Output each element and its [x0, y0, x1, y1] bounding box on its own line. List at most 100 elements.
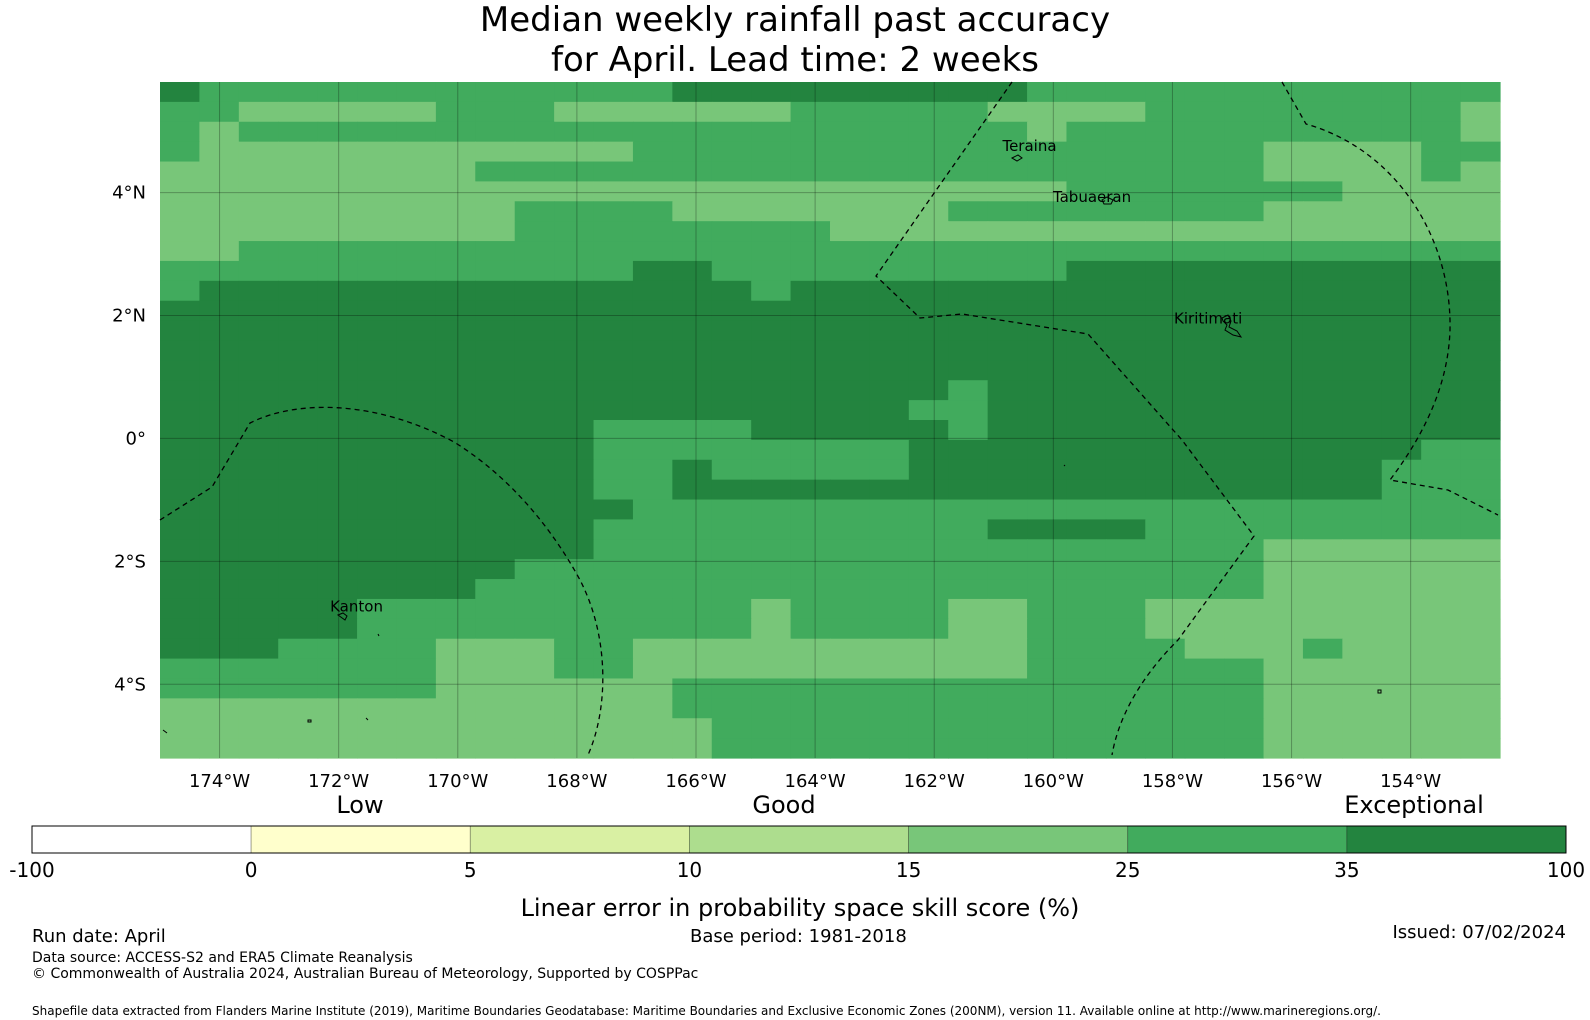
- skill-cell: [830, 280, 871, 302]
- skill-cell: [1381, 559, 1422, 580]
- skill-cell: [1263, 698, 1304, 719]
- skill-cell: [1224, 241, 1265, 262]
- skill-cell: [1263, 280, 1304, 302]
- skill-cell: [908, 499, 949, 521]
- skill-cell: [869, 658, 910, 680]
- skill-cell: [1302, 678, 1343, 699]
- skill-cell: [987, 340, 1028, 361]
- skill-cell: [987, 121, 1028, 143]
- skill-cell: [1421, 141, 1462, 163]
- skill-cell: [514, 101, 555, 123]
- skill-cell: [160, 420, 201, 441]
- eez-boundary-line-islands-east: [1281, 81, 1499, 516]
- skill-cell: [160, 459, 201, 481]
- skill-cell: [317, 539, 358, 560]
- skill-cell: [908, 559, 949, 580]
- skill-cell: [987, 241, 1028, 262]
- skill-cell: [1027, 738, 1068, 759]
- skill-cell: [1027, 161, 1068, 183]
- skill-cell: [632, 260, 673, 282]
- skill-cell: [514, 360, 555, 381]
- skill-cell: [593, 718, 634, 739]
- skill-cell: [1184, 439, 1225, 461]
- skill-cell: [278, 678, 319, 699]
- skill-cell: [396, 400, 437, 421]
- skill-cell: [869, 141, 910, 163]
- skill-cell: [790, 340, 831, 361]
- skill-cell: [908, 658, 949, 680]
- skill-cell: [199, 499, 240, 521]
- skill-cell: [987, 300, 1028, 322]
- skill-cell: [908, 141, 949, 163]
- skill-cell: [238, 141, 279, 163]
- skill-cell: [396, 738, 437, 759]
- skill-cell: [1145, 698, 1186, 719]
- skill-cell: [396, 340, 437, 361]
- skill-cell: [238, 82, 279, 103]
- skill-cell: [948, 260, 989, 282]
- skill-cell: [1184, 201, 1225, 222]
- skill-cell: [278, 221, 319, 242]
- skill-cell: [238, 300, 279, 322]
- skill-cell: [987, 380, 1028, 401]
- skill-cell: [475, 360, 516, 381]
- skill-cell: [830, 459, 871, 481]
- skill-cell: [1105, 459, 1146, 481]
- skill-cell: [396, 459, 437, 481]
- skill-cell: [317, 678, 358, 699]
- skill-cell: [199, 320, 240, 342]
- skill-cell: [1263, 201, 1304, 222]
- skill-cell: [672, 479, 713, 501]
- skill-cell: [593, 121, 634, 143]
- skill-cell: [396, 300, 437, 322]
- skill-cell: [396, 161, 437, 183]
- skill-cell: [1184, 320, 1225, 342]
- island-outline-kanton: [336, 612, 348, 621]
- skill-cell: [1145, 181, 1186, 202]
- skill-cell: [238, 420, 279, 441]
- skill-cell: [160, 161, 201, 183]
- skill-cell: [790, 559, 831, 580]
- skill-cell: [751, 738, 792, 759]
- skill-cell: [790, 598, 831, 620]
- skill-cell: [396, 579, 437, 600]
- skill-cell: [987, 260, 1028, 282]
- skill-cell: [987, 459, 1028, 481]
- skill-cell: [1460, 101, 1501, 123]
- skill-cell: [1460, 658, 1501, 680]
- skill-cell: [435, 638, 476, 660]
- skill-cell: [908, 400, 949, 421]
- skill-cell: [711, 738, 752, 759]
- skill-cell: [1302, 101, 1343, 123]
- eez-boundaries: [159, 81, 1499, 756]
- skill-cell: [869, 400, 910, 421]
- skill-cell: [317, 161, 358, 183]
- skill-cell: [1342, 539, 1383, 560]
- base-period: Base period: 1981-2018: [690, 926, 907, 947]
- skill-cell: [475, 181, 516, 202]
- skill-cell: [1421, 260, 1462, 282]
- skill-cell: [160, 201, 201, 222]
- skill-cell: [1066, 141, 1107, 163]
- skill-cell: [632, 519, 673, 540]
- skill-cell: [987, 698, 1028, 719]
- skill-cell: [830, 479, 871, 501]
- skill-cell: [1460, 320, 1501, 342]
- skill-cell: [1105, 300, 1146, 322]
- skill-cell: [751, 320, 792, 342]
- skill-cell: [869, 380, 910, 401]
- skill-cell: [357, 141, 398, 163]
- skill-cell: [1342, 598, 1383, 620]
- skill-cell: [632, 738, 673, 759]
- skill-cell: [1302, 439, 1343, 461]
- skill-cell: [1381, 658, 1422, 680]
- skill-cell: [711, 638, 752, 660]
- skill-cell: [317, 738, 358, 759]
- colorbar-label: Linear error in probability space skill …: [521, 894, 1080, 922]
- skill-cell: [1342, 698, 1383, 719]
- skill-cell: [1027, 638, 1068, 660]
- skill-cell: [160, 718, 201, 739]
- skill-cell: [554, 618, 595, 640]
- skill-cell: [1027, 340, 1068, 361]
- skill-cell: [790, 241, 831, 262]
